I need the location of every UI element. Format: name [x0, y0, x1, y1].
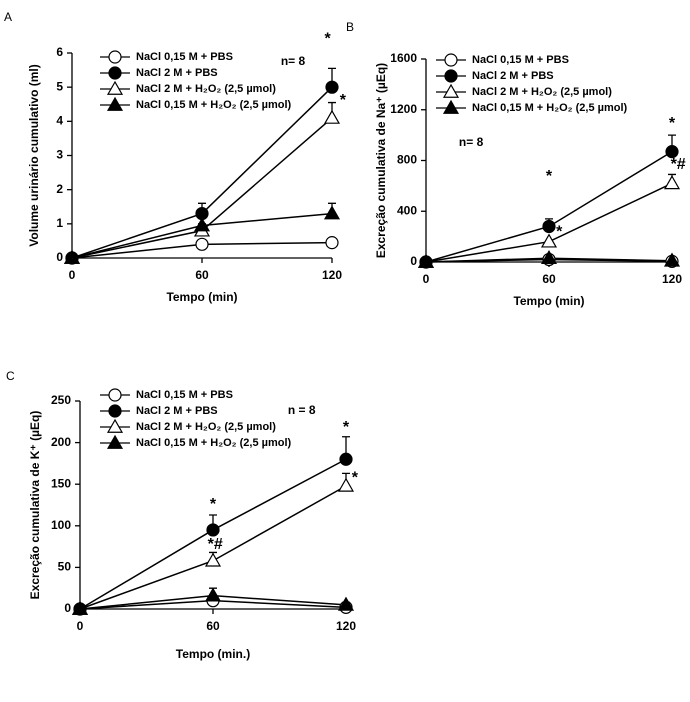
marker [323, 109, 341, 124]
annotation: * [325, 31, 332, 48]
marker [204, 587, 222, 602]
legend-marker [108, 50, 122, 64]
panel-label: C [6, 369, 15, 383]
y-tick-label: 0 [56, 250, 63, 264]
annotation: * [546, 168, 553, 185]
legend-marker [106, 434, 124, 449]
y-tick-label: 0 [410, 254, 417, 268]
y-tick-label: 200 [51, 435, 71, 449]
marker [417, 253, 435, 268]
marker [71, 600, 89, 615]
marker [665, 145, 679, 159]
marker [663, 252, 681, 267]
y-axis-label: Volume urinário cumulativo (ml) [27, 64, 41, 246]
y-axis-label: Excreção cumulativa de K⁺ (µEq) [28, 411, 42, 600]
annotation: *# [208, 536, 223, 553]
legend-marker [106, 418, 124, 433]
x-tick-label: 60 [542, 272, 556, 286]
annotation: * [352, 470, 359, 487]
marker [325, 236, 339, 250]
y-axis-label: Excreção cumulativa de Na⁺ (µEq) [374, 63, 388, 258]
y-tick-label: 0 [64, 601, 71, 615]
marker [337, 596, 355, 611]
legend-label: NaCl 0,15 M + H₂O₂ (2,5 µmol) [472, 102, 628, 114]
legend-label: NaCl 2 M + PBS [136, 67, 218, 79]
legend-label: NaCl 0,15 M + PBS [136, 51, 233, 63]
legend-marker [106, 80, 124, 95]
series-line [71, 117, 333, 259]
legend-marker [108, 66, 122, 80]
marker [663, 175, 681, 190]
legend-marker [108, 404, 122, 418]
y-tick-label: 5 [56, 79, 63, 93]
marker [542, 219, 556, 234]
panel-label: A [4, 10, 12, 24]
panel-label: B [346, 20, 354, 34]
y-tick-label: 2 [56, 182, 63, 196]
y-tick-label: 4 [56, 114, 63, 128]
x-tick-label: 120 [662, 272, 682, 286]
legend-marker [108, 388, 122, 402]
marker [325, 80, 339, 94]
y-tick-label: 1600 [390, 51, 417, 65]
annotation: n = 8 [288, 403, 316, 417]
legend-label: NaCl 0,15 M + H₂O₂ (2,5 µmol) [136, 437, 292, 449]
y-tick-label: 150 [51, 476, 71, 490]
legend-marker [444, 53, 458, 67]
legend-label: NaCl 0,15 M + H₂O₂ (2,5 µmol) [136, 99, 292, 111]
y-tick-label: 250 [51, 393, 71, 407]
marker [339, 452, 353, 466]
legend-label: NaCl 2 M + H₂O₂ (2,5 µmol) [472, 86, 612, 98]
marker [193, 217, 211, 232]
annotation: * [669, 115, 676, 132]
legend-marker [442, 83, 460, 98]
x-tick-label: 0 [423, 272, 430, 286]
y-tick-label: 3 [56, 148, 63, 162]
marker [337, 477, 355, 492]
annotation: * [343, 419, 350, 436]
x-axis-label: Tempo (min.) [176, 647, 250, 661]
marker [206, 523, 220, 537]
annotation: *# [671, 156, 686, 173]
y-tick-label: 6 [56, 45, 63, 59]
legend-label: NaCl 2 M + PBS [472, 70, 554, 82]
x-tick-label: 120 [336, 619, 356, 633]
annotation: * [210, 496, 217, 513]
marker [63, 249, 81, 264]
legend-marker [444, 69, 458, 83]
marker [540, 233, 558, 248]
marker [323, 205, 341, 220]
annotation: * [556, 223, 563, 240]
x-tick-label: 120 [322, 268, 342, 282]
annotation: * [340, 92, 347, 109]
y-tick-label: 1200 [390, 102, 417, 116]
y-tick-label: 800 [397, 153, 417, 167]
x-tick-label: 0 [77, 619, 84, 633]
annotation: n= 8 [459, 135, 484, 149]
legend-label: NaCl 0,15 M + PBS [136, 389, 233, 401]
x-tick-label: 0 [69, 268, 76, 282]
legend-label: NaCl 2 M + PBS [136, 405, 218, 417]
x-axis-label: Tempo (min) [166, 290, 237, 304]
y-tick-label: 50 [58, 560, 72, 574]
marker [195, 237, 209, 251]
y-tick-label: 400 [397, 203, 417, 217]
marker [204, 552, 222, 567]
y-tick-label: 100 [51, 518, 71, 532]
marker [540, 249, 558, 265]
legend-label: NaCl 0,15 M + PBS [472, 54, 569, 66]
legend-marker [442, 99, 460, 114]
x-tick-label: 60 [195, 268, 209, 282]
legend-label: NaCl 2 M + H₂O₂ (2,5 µmol) [136, 83, 276, 95]
annotation: n= 8 [281, 54, 306, 68]
legend-marker [106, 96, 124, 111]
legend-label: NaCl 2 M + H₂O₂ (2,5 µmol) [136, 421, 276, 433]
x-tick-label: 60 [206, 619, 220, 633]
x-axis-label: Tempo (min) [513, 294, 584, 308]
y-tick-label: 1 [56, 216, 63, 230]
